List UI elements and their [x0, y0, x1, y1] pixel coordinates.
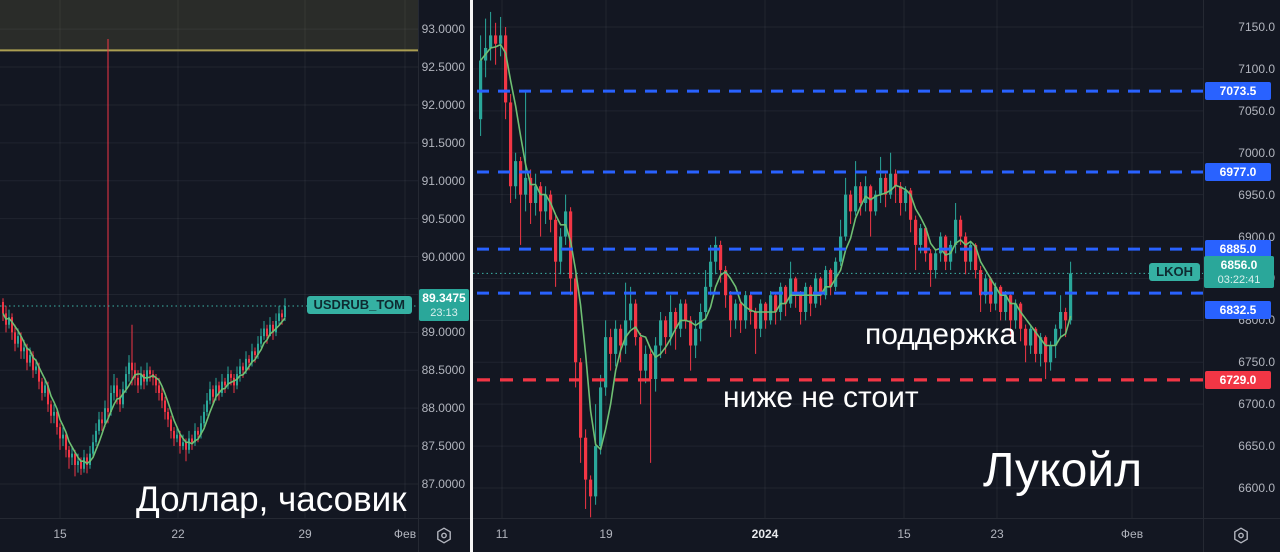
lkoh-axis-settings-button[interactable] [1230, 524, 1254, 548]
time-tick-label: Фев [1120, 527, 1144, 541]
usdrub-plot-area[interactable] [0, 0, 418, 519]
price-tick-label: 6600.0 [1238, 480, 1275, 495]
lkoh-chart-panel: поддержка ниже не стоит Лукойл LKOH 7150… [473, 0, 1280, 552]
time-tick-label: 15 [897, 527, 911, 541]
price-tick-label: 7000.0 [1238, 145, 1275, 160]
axis-separator [1203, 519, 1204, 552]
usdrub-symbol-label: USDRUB_TOM [313, 297, 406, 312]
usdrub-ma-line [2, 313, 286, 465]
lkoh-last-price: 6856.0 [1220, 258, 1258, 273]
price-tick-label: 88.5000 [421, 363, 465, 378]
time-tick-label: Фев [393, 527, 417, 541]
price-tick-label: 6950.0 [1238, 187, 1275, 202]
usdrub-bar-countdown: 23:13 [430, 307, 458, 319]
time-tick-label: 15 [53, 527, 67, 541]
gear-icon [433, 525, 457, 547]
usdrub-time-axis[interactable]: 15 22 29 Фев [0, 518, 470, 552]
price-tick-label: 87.5000 [421, 439, 465, 454]
price-tick-label: 90.5000 [421, 211, 465, 226]
usdrub-title-drawing[interactable]: Доллар, часовик [136, 480, 407, 519]
price-tick-label: 7150.0 [1238, 20, 1275, 34]
price-tick-label: 90.0000 [421, 249, 465, 264]
lkoh-candles-series [479, 11, 1073, 518]
price-tick-label: 91.5000 [421, 135, 465, 150]
price-tick-label: 6650.0 [1238, 439, 1275, 454]
lkoh-time-axis[interactable]: 11 19 2024 15 23 Фев [473, 518, 1280, 552]
price-tick-label: 6750.0 [1238, 355, 1275, 370]
support-annotation[interactable]: поддержка [865, 318, 1017, 351]
lkoh-title-drawing[interactable]: Лукойл [983, 444, 1143, 497]
price-tick-label: 93.0000 [421, 22, 465, 37]
price-tick-label: 91.0000 [421, 173, 465, 188]
price-tick-label: 7100.0 [1238, 61, 1275, 76]
price-tick-label: 92.5000 [421, 60, 465, 75]
lkoh-grid [473, 0, 1203, 519]
level-price-label: 6729.0 [1205, 370, 1271, 389]
time-tick-label: 29 [298, 527, 312, 541]
level-price-label: 6832.5 [1205, 301, 1271, 319]
level-price-label: 7073.5 [1205, 82, 1271, 101]
usdrub-price-axis[interactable]: 93.0000 92.5000 92.0000 91.5000 91.0000 90.50… [418, 0, 470, 519]
usdrub-symbol-tag: USDRUB_TOM [306, 296, 412, 314]
time-tick-label: 2024 [751, 527, 779, 541]
axis-separator [418, 519, 419, 552]
below-not-worth-annotation[interactable]: ниже не стоит [723, 381, 919, 414]
price-tick-label: 92.0000 [421, 97, 465, 112]
usdrub-last-price: 89.3475 [422, 291, 466, 305]
price-tick-label: 6900.0 [1238, 229, 1275, 244]
lkoh-bar-countdown: 03:22:41 [1217, 274, 1261, 287]
lkoh-symbol-label: LKOH [1156, 264, 1193, 280]
price-tick-label: 87.0000 [421, 476, 465, 491]
price-tick-label: 7050.0 [1238, 103, 1275, 118]
price-tick-label: 6700.0 [1238, 397, 1275, 412]
lkoh-plot-area[interactable] [473, 0, 1203, 519]
time-tick-label: 23 [990, 527, 1004, 541]
usdrub-last-price-tag: 89.3475 23:13 [419, 289, 469, 321]
time-tick-label: 19 [599, 527, 613, 541]
lkoh-ma-line [479, 43, 1072, 451]
lkoh-symbol-tag: LKOH [1149, 263, 1200, 282]
price-tick-label: 88.0000 [421, 401, 465, 416]
lkoh-last-price-tag: 6856.0 03:22:41 [1204, 256, 1274, 289]
price-tick-label: 89.0000 [421, 325, 465, 340]
level-price-label: 6977.0 [1205, 163, 1271, 181]
usdrub-chart-panel: Доллар, часовик USDRUB_TOM 93.0000 92.500… [0, 0, 470, 552]
gear-icon [1230, 525, 1254, 547]
time-tick-label: 11 [495, 527, 509, 541]
time-tick-label: 22 [171, 527, 185, 541]
usdrub-axis-settings-button[interactable] [433, 524, 457, 548]
usdrub-highlight-zone[interactable] [0, 0, 418, 52]
level-price-label: 6885.0 [1205, 240, 1271, 259]
panel-divider[interactable] [470, 0, 473, 552]
